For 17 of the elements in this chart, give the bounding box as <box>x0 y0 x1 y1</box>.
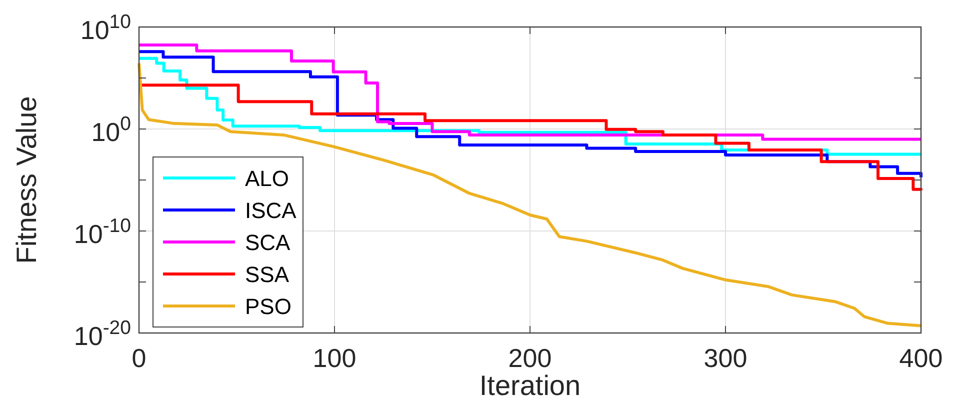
legend-label: ALO <box>245 166 290 191</box>
y-axis-title: Fitness Value <box>11 96 42 264</box>
y-tick-label: 10$^{-10}$ <box>74 215 132 249</box>
x-tick-label: 300 <box>704 343 748 373</box>
x-axis-title: Iteration <box>479 370 581 401</box>
x-tick-label: 200 <box>508 343 552 373</box>
legend-label: SCA <box>245 230 291 255</box>
y-tick-label: 10$^{0}$ <box>91 113 132 147</box>
legend-label: ISCA <box>245 198 297 223</box>
legend-label: PSO <box>245 294 292 319</box>
line-series <box>138 62 922 328</box>
legend-label: SSA <box>245 262 290 287</box>
x-tick-label: 400 <box>899 343 943 373</box>
y-tick-label: 10$^{10}$ <box>80 11 132 45</box>
y-tick-label: 10$^{-20}$ <box>74 317 132 351</box>
x-tick-label: 0 <box>132 343 146 373</box>
x-tick-label: 100 <box>312 343 356 373</box>
